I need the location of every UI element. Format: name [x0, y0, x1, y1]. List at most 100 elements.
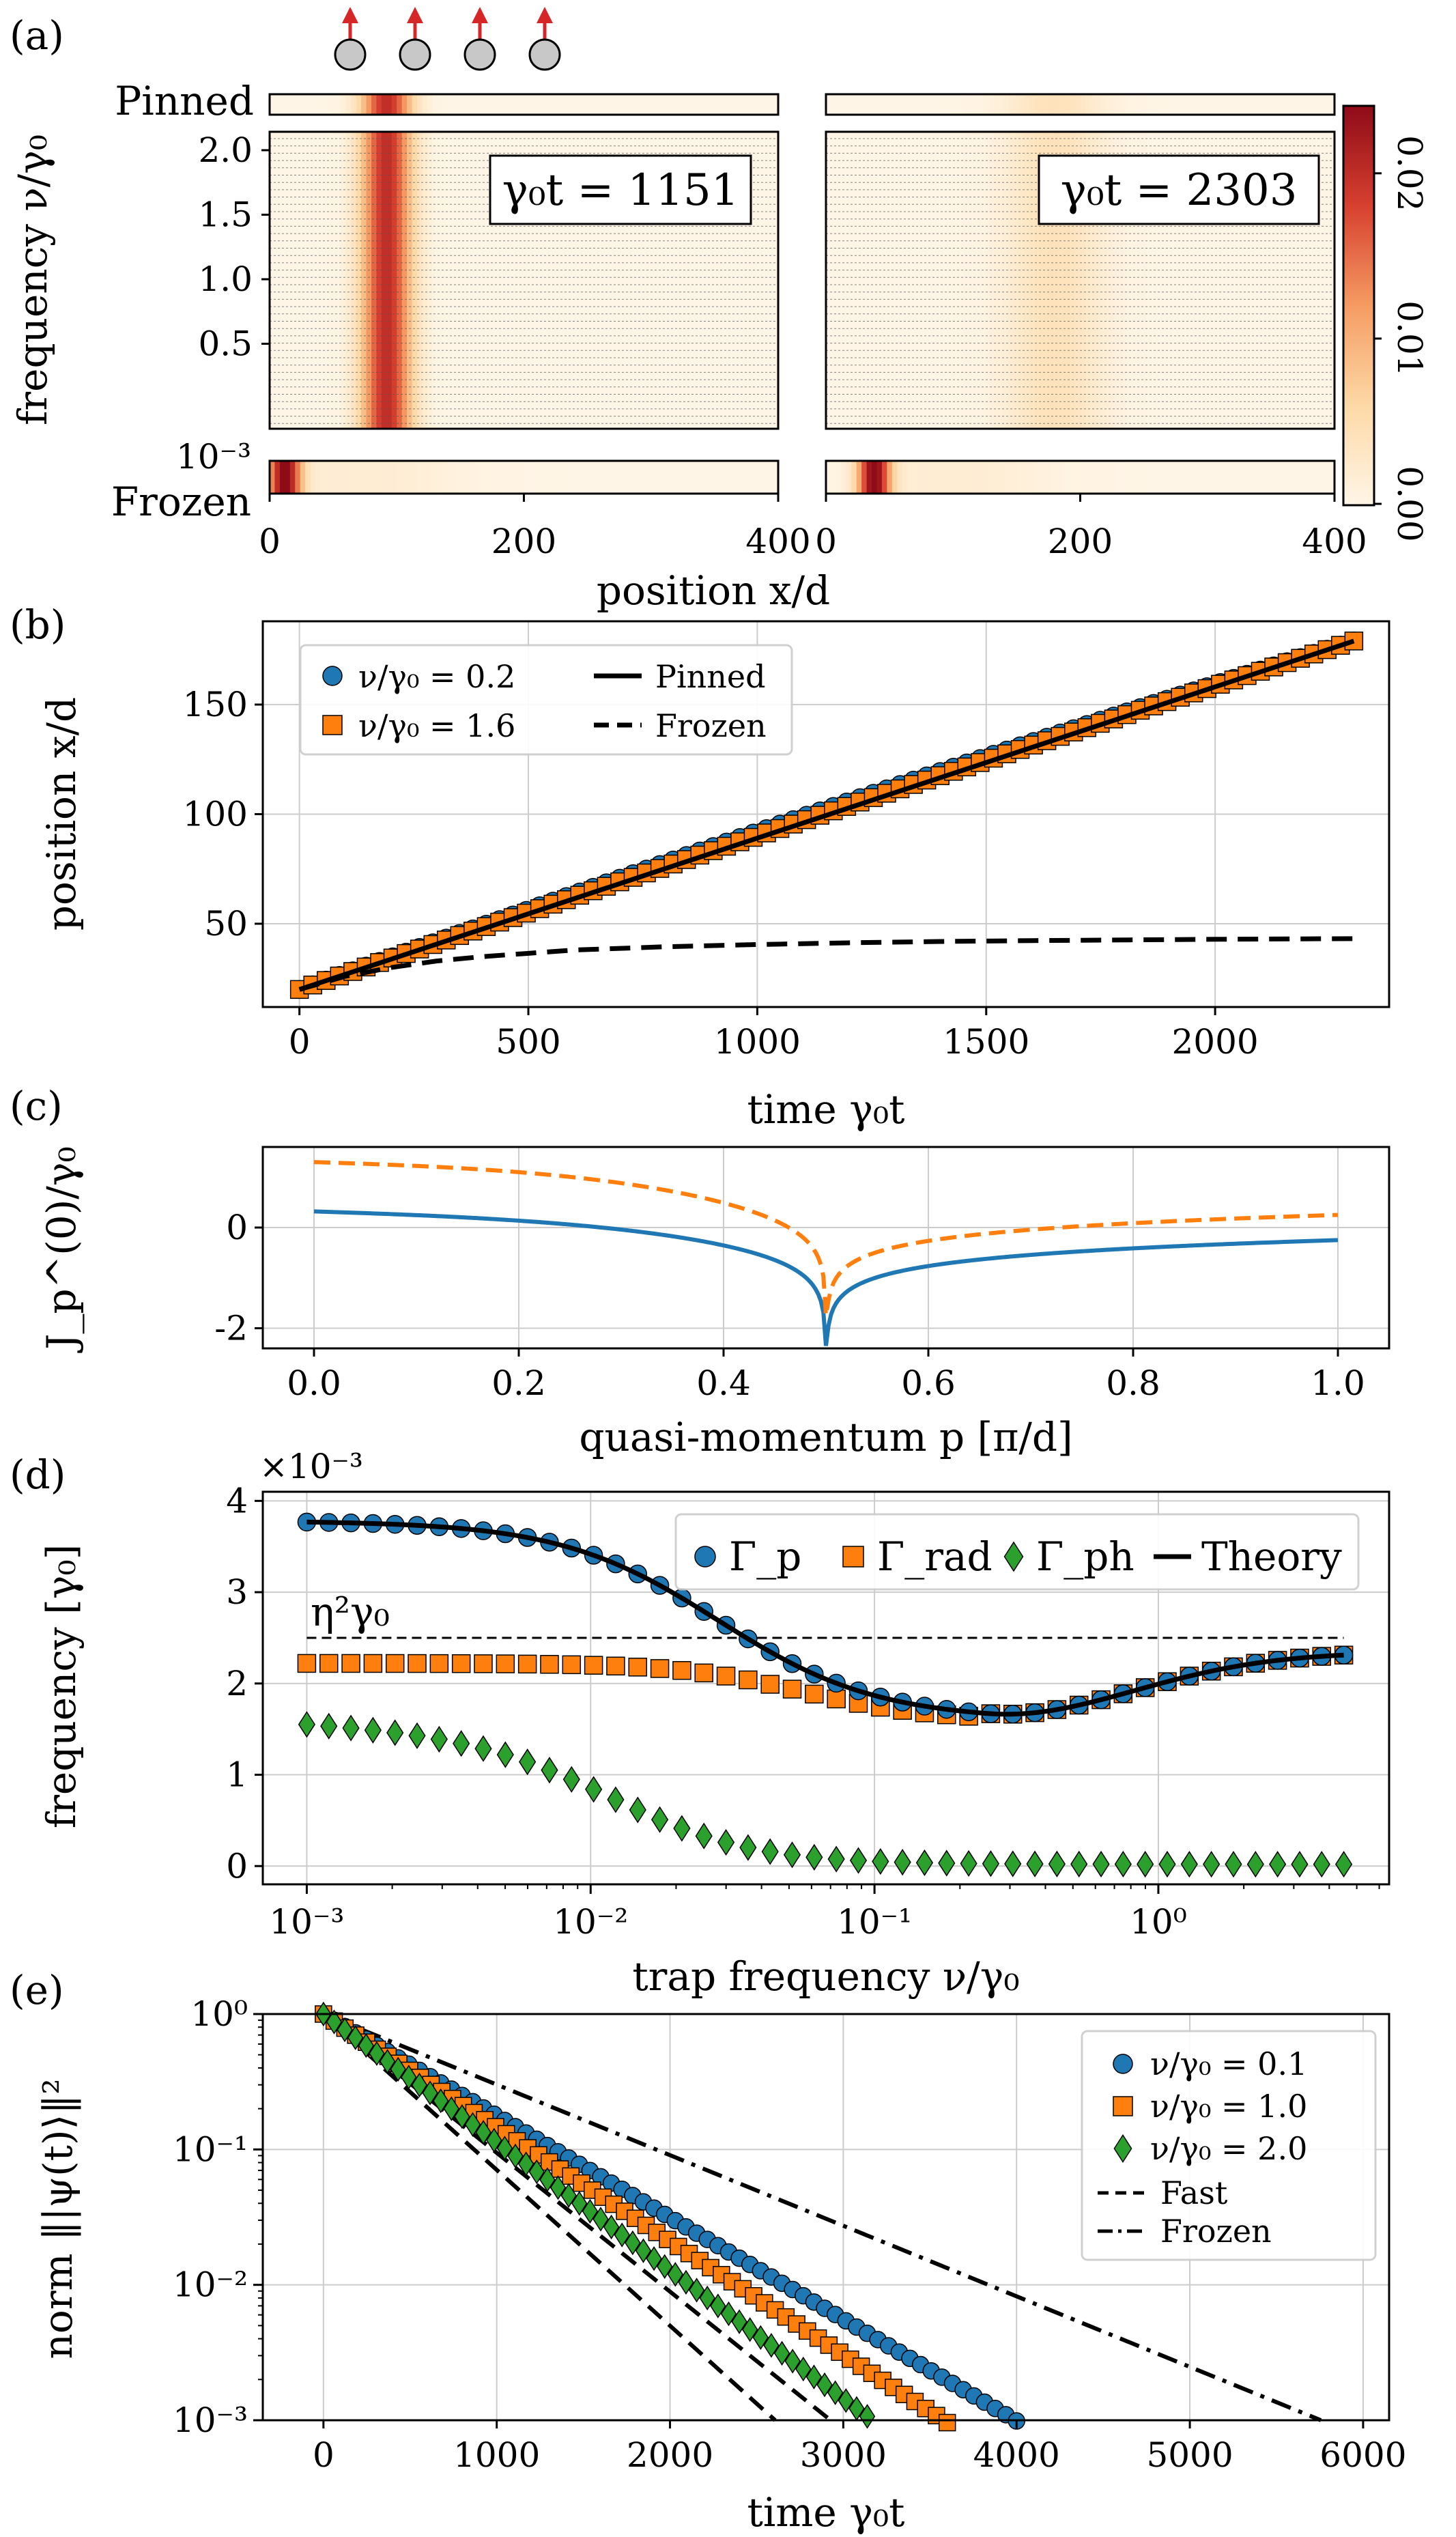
- frozen-cell: [351, 462, 357, 493]
- pinned-cell: [453, 95, 459, 114]
- heatmap-cell: [417, 132, 423, 429]
- pinned-cell: [988, 95, 995, 114]
- pinned-cell: [758, 95, 764, 114]
- frozen-cell: [1268, 462, 1274, 493]
- pinned-cell: [310, 95, 316, 114]
- frozen-cell: [315, 462, 322, 493]
- frozen-cell: [463, 462, 469, 493]
- frozen-cell: [1324, 462, 1330, 493]
- data-point-diamond: [390, 2056, 406, 2082]
- heatmap-cell: [696, 132, 702, 429]
- colorbar-tick-label: 0.02: [1390, 135, 1429, 211]
- heatmap-cell: [671, 132, 677, 429]
- heatmap-cell: [702, 132, 708, 429]
- frozen-cell: [565, 462, 571, 493]
- frozen-cell: [483, 462, 489, 493]
- frozen-cell: [1329, 462, 1335, 493]
- pinned-cell: [544, 95, 550, 114]
- pinned-cell: [335, 95, 341, 114]
- frozen-cell: [1111, 462, 1117, 493]
- heatmap-cell: [1075, 132, 1081, 429]
- data-point-gamma-rad: [584, 1656, 603, 1675]
- panel-d-ylabel: frequency [γ₀]: [38, 1544, 85, 1829]
- frozen-cell: [509, 462, 515, 493]
- pinned-cell: [973, 95, 980, 114]
- pinned-cell: [1238, 95, 1244, 114]
- colorbar-tick-label: 0.01: [1390, 300, 1429, 376]
- heatmap-cell: [691, 132, 698, 429]
- pinned-cell: [768, 95, 774, 114]
- frozen-cell: [706, 462, 713, 493]
- heatmap-cell: [478, 132, 484, 429]
- data-point-gamma-ph: [938, 1849, 956, 1877]
- frozen-cell: [737, 462, 743, 493]
- pinned-cell: [671, 95, 677, 114]
- data-point-gamma-ph: [1246, 1850, 1264, 1878]
- pinned-cell: [528, 95, 534, 114]
- theory-line: [306, 1519, 1344, 1717]
- pinned-cell: [876, 95, 883, 114]
- frozen-cell: [917, 462, 924, 493]
- frozen-cell: [1167, 462, 1173, 493]
- heatmap-cell: [427, 132, 433, 429]
- heatmap-cell: [891, 132, 898, 429]
- y-tick-label: 10⁻³: [173, 2400, 248, 2440]
- frozen-cell: [1223, 462, 1229, 493]
- data-point-diamond: [528, 2159, 545, 2185]
- frozen-cell: [569, 462, 575, 493]
- frozen-cell: [912, 462, 918, 493]
- frozen-cell: [503, 462, 509, 493]
- frozen-cell: [968, 462, 974, 493]
- data-point-gamma-ph: [298, 1711, 316, 1738]
- y-tick-label: 1.5: [198, 195, 253, 235]
- pinned-cell: [279, 95, 285, 114]
- pinned-cell: [1212, 95, 1218, 114]
- data-point-diamond: [549, 2175, 567, 2200]
- frozen-cell: [902, 462, 908, 493]
- pinned-cell: [1242, 95, 1248, 114]
- heatmap-cell: [1044, 132, 1051, 429]
- frozen-cell: [335, 462, 341, 493]
- frozen-cell: [590, 462, 596, 493]
- pinned-label: Pinned: [115, 78, 254, 124]
- pinned-cell: [488, 95, 494, 114]
- frozen-cell: [876, 462, 883, 493]
- x-tick-label: 0: [259, 522, 281, 561]
- y-tick-label: 0: [226, 1208, 248, 1247]
- data-point-diamond: [369, 2041, 385, 2066]
- pinned-cell: [341, 95, 347, 114]
- heatmap-cell: [1294, 132, 1300, 429]
- heatmap-cell: [1115, 132, 1122, 429]
- pinned-cell: [483, 95, 489, 114]
- heatmap-cell: [1268, 132, 1274, 429]
- pinned-cell: [932, 95, 939, 114]
- heatmap-cell: [1065, 132, 1071, 429]
- heatmap-cell: [953, 132, 959, 429]
- pinned-cell: [590, 95, 596, 114]
- frozen-cell: [1227, 462, 1233, 493]
- pinned-cell: [463, 95, 469, 114]
- frozen-cell: [963, 462, 969, 493]
- heatmap-cell: [524, 132, 530, 429]
- panel-e: (e) 0 1000 2000 3000 4000 5000 6000 10⁰ 10⁻¹ 10⁻²…: [10, 1967, 1407, 2536]
- heatmap-cell: [666, 132, 672, 429]
- heatmap-cell: [300, 132, 306, 429]
- x-tick-label: 0.8: [1106, 1363, 1160, 1403]
- frozen-cell: [366, 462, 372, 493]
- heatmap-cell: [773, 132, 779, 429]
- pinned-cell: [993, 95, 999, 114]
- heatmap-cell: [620, 132, 627, 429]
- data-point-gamma-ph: [1203, 1850, 1221, 1878]
- heatmap-cell: [1141, 132, 1147, 429]
- frozen-cell: [1065, 462, 1071, 493]
- data-point-diamond: [593, 2207, 609, 2232]
- pinned-cell: [401, 95, 408, 114]
- data-point-gamma-ph: [1158, 1850, 1176, 1878]
- fast-line: [322, 2012, 777, 2422]
- atom: [399, 38, 431, 71]
- legend-label: Γ_p: [729, 1533, 801, 1580]
- y-tick-label: 50: [204, 904, 248, 944]
- data-point-diamond: [422, 2080, 438, 2106]
- frozen-cell: [600, 462, 606, 493]
